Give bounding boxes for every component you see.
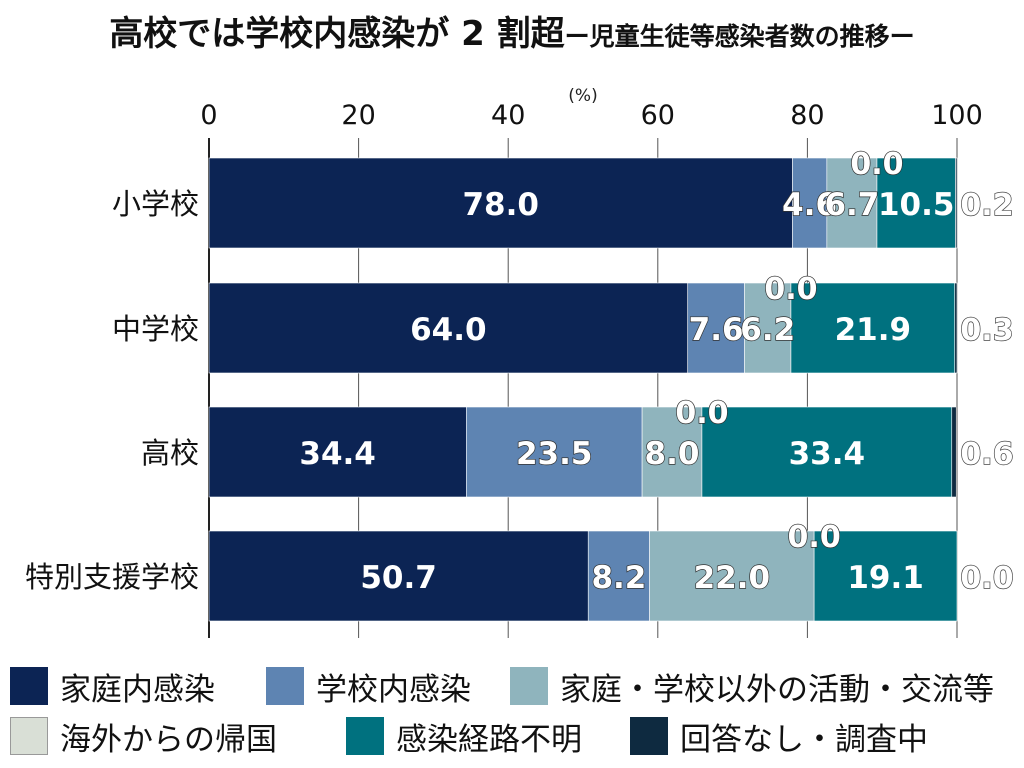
data-label: 6.7 (824, 187, 879, 223)
bar-segment (466, 406, 643, 498)
chart-title-main: 高校では学校内感染が 2 割超 (109, 14, 565, 54)
legend-swatch (630, 717, 668, 755)
data-label: 0.0 (675, 396, 728, 431)
data-label: 23.5 (516, 436, 593, 472)
data-label: 19.1 (847, 560, 924, 596)
legend-label: 海外からの帰国 (60, 721, 277, 758)
legend-item: 家庭内感染 (10, 664, 215, 708)
category-label: 高校 (141, 436, 199, 470)
data-label: 21.9 (835, 312, 912, 348)
x-tick-label: 80 (790, 100, 824, 131)
data-label: 6.2 (740, 312, 795, 348)
legend-label: 家庭内感染 (60, 671, 215, 708)
bar-segment (744, 282, 792, 374)
bar-segment (790, 282, 956, 374)
category-label: 中学校 (112, 312, 199, 346)
data-label: 33.4 (789, 436, 866, 472)
data-label: 64.0 (410, 312, 487, 348)
data-label: 0.2 (960, 188, 1013, 223)
data-label: 4.6 (782, 187, 837, 223)
legend-swatch (10, 717, 48, 755)
chart-title-sub: ー児童生徒等感染者数の推移ー (564, 22, 915, 51)
data-label: 34.4 (299, 436, 376, 472)
legend-swatch (346, 717, 384, 755)
data-label: 0.0 (850, 147, 903, 182)
data-label: 10.5 (878, 187, 955, 223)
legend-label: 家庭・学校以外の活動・交流等 (560, 671, 994, 708)
data-label: 0.0 (764, 272, 817, 307)
legend-label: 回答なし・調査中 (680, 721, 928, 758)
category-label: 特別支援学校 (25, 560, 199, 594)
x-tick-label: 60 (641, 100, 675, 131)
legend-swatch (10, 667, 48, 705)
bar-segment (587, 530, 650, 622)
bar-segment (954, 282, 958, 374)
unit-label: (%) (568, 86, 597, 106)
bar-segment (208, 406, 467, 498)
x-tick-label: 100 (931, 100, 983, 131)
legend-item: 家庭・学校以外の活動・交流等 (510, 664, 994, 708)
data-label: 78.0 (462, 187, 539, 223)
data-label: 7.6 (689, 312, 744, 348)
legend-item: 回答なし・調査中 (630, 714, 928, 758)
bar-segment (951, 406, 957, 498)
x-tick-label: 20 (341, 100, 375, 131)
data-label: 0.3 (960, 313, 1013, 348)
legend-swatch (510, 667, 548, 705)
x-tick-label: 40 (491, 100, 525, 131)
data-label: 0.0 (960, 561, 1013, 596)
bar-segment (641, 406, 703, 498)
bar-segment (208, 157, 793, 249)
category-label: 小学校 (112, 187, 199, 221)
legend-item: 学校内感染 (266, 664, 471, 708)
bar-segment (955, 157, 958, 249)
data-label: 8.0 (645, 436, 700, 472)
legend-item: 海外からの帰国 (10, 714, 277, 758)
bar-segment (687, 282, 745, 374)
data-label: 50.7 (360, 560, 437, 596)
bar-segment (813, 530, 958, 622)
bar-segment (792, 157, 828, 249)
data-label: 22.0 (694, 560, 771, 596)
legend-item: 感染経路不明 (346, 714, 582, 758)
data-label: 0.6 (960, 437, 1013, 472)
bar-segment (649, 530, 815, 622)
legend-swatch (266, 667, 304, 705)
bar-segment (876, 157, 956, 249)
data-label: 8.2 (591, 560, 646, 596)
legend-label: 感染経路不明 (396, 721, 582, 758)
bar-segment (826, 157, 878, 249)
chart-title: 高校では学校内感染が 2 割超ー児童生徒等感染者数の推移ー (0, 6, 1024, 55)
legend-label: 学校内感染 (316, 671, 471, 708)
bar-segment (208, 282, 689, 374)
data-label: 0.0 (788, 520, 841, 555)
x-tick-label: 0 (200, 100, 217, 131)
